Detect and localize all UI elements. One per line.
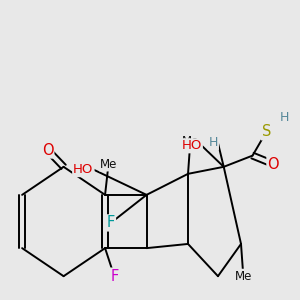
Text: F: F — [107, 215, 115, 230]
Text: Me: Me — [235, 270, 252, 283]
Text: O: O — [268, 157, 279, 172]
Text: H: H — [208, 136, 218, 149]
Text: F: F — [110, 269, 118, 284]
Text: H: H — [280, 111, 289, 124]
Text: HO: HO — [73, 163, 94, 176]
Text: S: S — [262, 124, 271, 139]
Text: Me: Me — [100, 158, 117, 170]
Text: O: O — [42, 142, 53, 158]
Text: HO: HO — [182, 139, 202, 152]
Text: Me: Me — [182, 135, 199, 148]
